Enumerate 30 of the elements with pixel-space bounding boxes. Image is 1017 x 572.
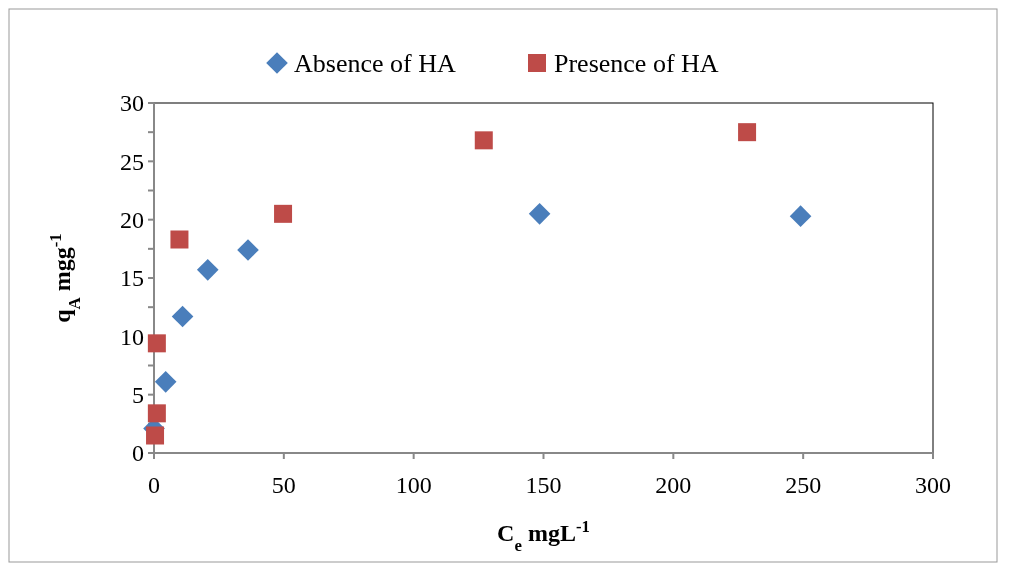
legend-label: Absence of HA [294,49,456,79]
point [171,305,194,328]
y-tick-label: 15 [120,265,144,292]
x-tick-label: 100 [395,472,432,498]
y-tick-label: 20 [120,207,144,234]
y-tick-label: 5 [132,382,144,409]
point [738,123,757,142]
x-tick-label: 50 [271,472,296,498]
y-tick-label: 30 [120,90,144,117]
point [147,404,166,423]
point [237,239,259,261]
point [474,131,493,150]
point [274,204,293,223]
legend-label: Presence of HA [554,49,719,79]
point [528,203,551,225]
x-tick-label: 300 [915,472,951,498]
point [196,259,219,281]
x-tick-label: 0 [148,472,160,498]
point [154,371,177,393]
y-tick-label: 25 [120,148,144,175]
point [789,205,812,227]
y-tick-label: 10 [120,323,144,350]
x-axis-title: C$_{e}$ mgL$^{-1}$ [497,516,590,555]
y-tick-label: 0 [132,440,144,467]
x-tick-label: 150 [525,472,562,498]
point [170,230,189,249]
point [147,334,166,353]
point [146,426,165,445]
x-tick-label: 200 [655,472,692,498]
x-tick-label: 250 [785,472,822,498]
